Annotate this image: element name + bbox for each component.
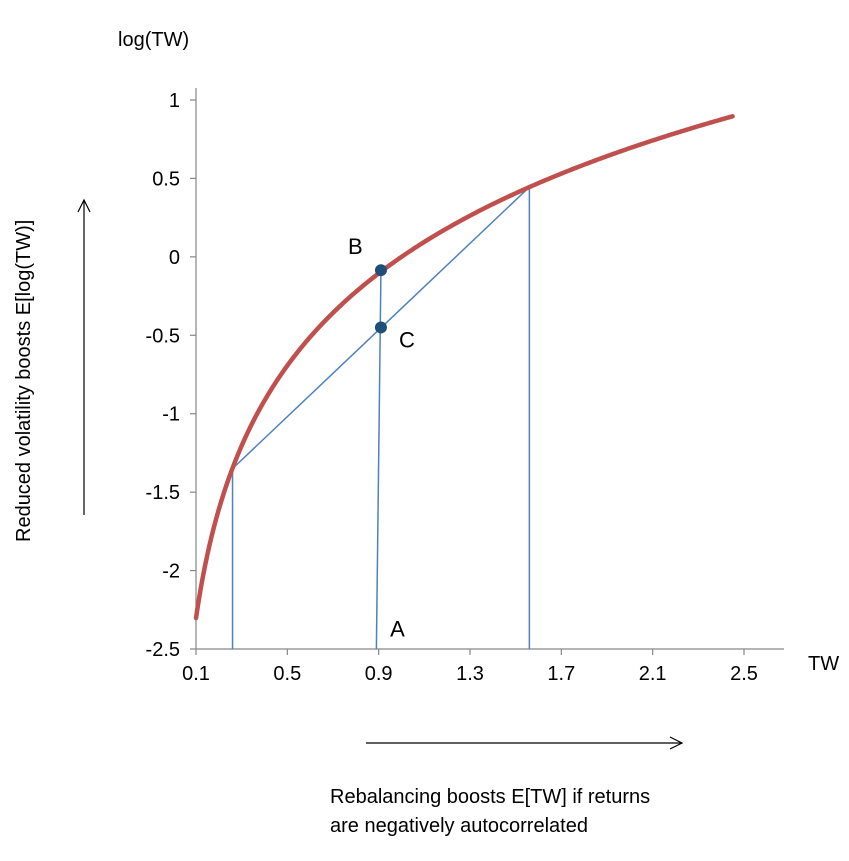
point-C <box>374 321 387 334</box>
y-arrow-head <box>77 198 91 213</box>
y-tick-label: 0.5 <box>152 168 180 190</box>
y-ticks: 1 0.5 0 -0.5 -1 -1.5 -2 -2.5 <box>146 90 196 661</box>
x-tick-label: 1.3 <box>456 663 484 685</box>
x-tick-label: 0.1 <box>182 663 210 685</box>
y-tick-label: -1 <box>162 404 180 426</box>
y-tick-label: -1.5 <box>146 482 180 504</box>
y-axis-title: log(TW) <box>118 29 189 51</box>
point-B <box>374 264 387 277</box>
x-tick-label: 0.5 <box>273 663 301 685</box>
x-ticks: 0.1 0.5 0.9 1.3 1.7 2.1 2.5 <box>182 649 758 685</box>
x-tick-label: 2.5 <box>730 663 758 685</box>
x-tick-label: 0.9 <box>365 663 393 685</box>
y-tick-label: -2.5 <box>146 639 180 661</box>
guide-lines <box>231 186 531 650</box>
x-axis-title: TW <box>808 653 839 675</box>
y-tick-label: -0.5 <box>146 325 180 347</box>
point-label-C: C <box>399 327 415 352</box>
x-tick-label: 1.7 <box>547 663 575 685</box>
y-tick-label: -2 <box>162 561 180 583</box>
axes <box>195 88 784 650</box>
x-arrow-head <box>669 736 684 750</box>
y-tick-label: 1 <box>169 90 180 112</box>
x-arrow-label-line2: are negatively autocorrelated <box>330 815 588 837</box>
y-arrow-label: Reduced volatility boosts E[log(TW)] <box>13 220 35 542</box>
point-label-B: B <box>348 234 363 259</box>
log-curve-series <box>193 114 735 621</box>
x-tick-label: 2.1 <box>639 663 667 685</box>
annotation-A: A <box>390 616 405 641</box>
y-tick-label: 0 <box>169 247 180 269</box>
points: B C A <box>348 234 415 641</box>
x-arrow-label-line1: Rebalancing boosts E[TW] if returns <box>330 786 650 808</box>
